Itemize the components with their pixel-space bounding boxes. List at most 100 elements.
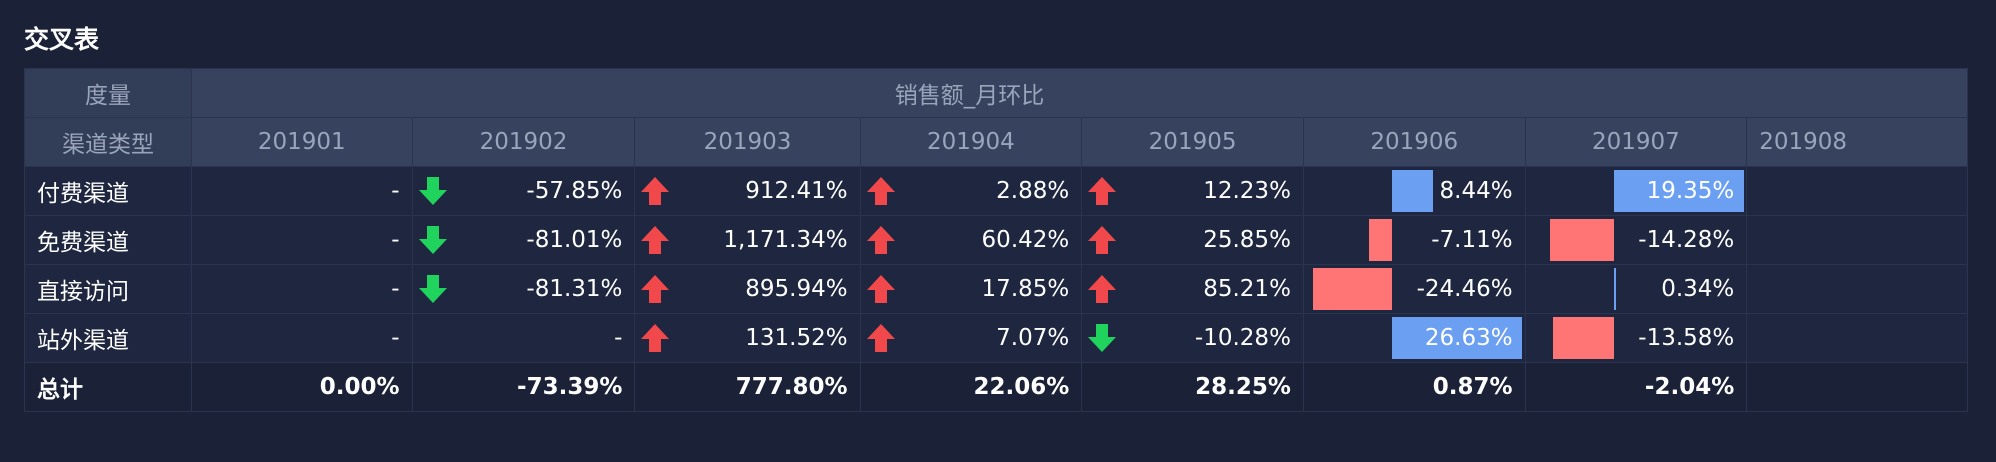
column-header-201903[interactable]: 201903 xyxy=(634,117,861,167)
total-cell[interactable]: 777.80% xyxy=(634,362,861,412)
table-cell[interactable]: 26.63% xyxy=(1302,313,1526,363)
table-cell[interactable]: 17.85% xyxy=(859,264,1083,314)
column-header-201907[interactable]: 201907 xyxy=(1524,117,1748,167)
cell-value: 19.35% xyxy=(1646,178,1735,204)
cell-value: -7.11% xyxy=(1431,227,1513,253)
column-header-201908[interactable]: 201908 xyxy=(1746,117,1968,167)
cell-value: 1,171.34% xyxy=(723,227,848,253)
total-cell[interactable] xyxy=(1746,362,1968,412)
cross-table-grid: 度量 销售额_月环比 渠道类型 201901 201902 201903 201904 201… xyxy=(24,68,1968,412)
table-cell[interactable]: 131.52% xyxy=(634,313,861,363)
row-label[interactable]: 直接访问 xyxy=(24,264,192,314)
table-cell[interactable]: - xyxy=(190,313,413,363)
arrow-up-icon xyxy=(1086,175,1118,207)
row-label[interactable]: 站外渠道 xyxy=(24,313,192,363)
negative-data-bar xyxy=(1313,268,1393,310)
table-cell[interactable]: -81.31% xyxy=(411,264,636,314)
cell-value: 912.41% xyxy=(745,178,848,204)
column-header-201902[interactable]: 201902 xyxy=(411,117,636,167)
measure-label: 度量 xyxy=(24,68,192,118)
total-cell[interactable]: 0.00% xyxy=(190,362,413,412)
total-row: 总计 0.00% -73.39% 777.80% 22.06% 28.25% 0.87% -2… xyxy=(24,362,1968,412)
cell-value: 2.88% xyxy=(996,178,1070,204)
table-cell[interactable] xyxy=(1746,215,1968,265)
arrow-up-icon xyxy=(639,273,671,305)
table-cell[interactable]: - xyxy=(190,215,413,265)
positive-data-bar xyxy=(1392,170,1434,212)
page-title: 交叉表 xyxy=(24,25,100,54)
table-cell[interactable]: -81.01% xyxy=(411,215,636,265)
table-cell[interactable]: -24.46% xyxy=(1302,264,1526,314)
cell-value: -81.01% xyxy=(526,227,623,253)
cell-value: - xyxy=(391,227,400,253)
arrow-down-icon xyxy=(417,175,449,207)
table-cell[interactable]: 12.23% xyxy=(1081,166,1304,216)
cell-value: -14.28% xyxy=(1638,227,1735,253)
cell-value: -24.46% xyxy=(1416,276,1513,302)
table-cell[interactable]: 85.21% xyxy=(1081,264,1304,314)
total-cell[interactable]: 28.25% xyxy=(1081,362,1304,412)
total-cell[interactable]: 0.87% xyxy=(1302,362,1526,412)
cell-value: -10.28% xyxy=(1194,325,1291,351)
table-row: 站外渠道 - - 131.52% 7.07% -10.28% 26.63% -13.58% xyxy=(24,313,1968,363)
total-cell[interactable]: -73.39% xyxy=(411,362,636,412)
positive-data-bar xyxy=(1613,170,1745,212)
table-cell[interactable]: -10.28% xyxy=(1081,313,1304,363)
arrow-down-icon xyxy=(417,224,449,256)
column-header-201905[interactable]: 201905 xyxy=(1081,117,1304,167)
column-header-201906[interactable]: 201906 xyxy=(1302,117,1526,167)
table-cell[interactable]: - xyxy=(190,166,413,216)
table-cell[interactable]: 0.34% xyxy=(1524,264,1748,314)
table-cell[interactable]: -13.58% xyxy=(1524,313,1748,363)
column-header-201904[interactable]: 201904 xyxy=(859,117,1083,167)
arrow-up-icon xyxy=(865,322,897,354)
cell-value: 12.23% xyxy=(1203,178,1291,204)
table-cell[interactable]: - xyxy=(411,313,636,363)
cell-value: 85.21% xyxy=(1203,276,1291,302)
table-cell[interactable]: 895.94% xyxy=(634,264,861,314)
negative-data-bar xyxy=(1369,219,1393,261)
cell-value: 895.94% xyxy=(745,276,848,302)
arrow-up-icon xyxy=(639,224,671,256)
row-label[interactable]: 付费渠道 xyxy=(24,166,192,216)
table-cell[interactable] xyxy=(1746,264,1968,314)
measure-name[interactable]: 销售额_月环比 xyxy=(190,68,1968,118)
table-cell[interactable]: 7.07% xyxy=(859,313,1083,363)
positive-data-bar xyxy=(1613,268,1617,310)
table-cell[interactable]: 8.44% xyxy=(1302,166,1526,216)
table-cell[interactable]: - xyxy=(190,264,413,314)
cell-value: -81.31% xyxy=(526,276,623,302)
table-cell[interactable]: 19.35% xyxy=(1524,166,1748,216)
table-cell[interactable]: 912.41% xyxy=(634,166,861,216)
total-cell[interactable]: 22.06% xyxy=(859,362,1083,412)
measure-name-text: 销售额_月环比 xyxy=(894,83,1045,109)
table-row: 直接访问 - -81.31% 895.94% 17.85% 85.21% -24.46% 0.… xyxy=(24,264,1968,314)
cross-table: 度量 销售额_月环比 渠道类型 201901 201902 201903 201904 201… xyxy=(24,68,1968,418)
total-label: 总计 xyxy=(24,362,192,412)
table-cell[interactable]: 60.42% xyxy=(859,215,1083,265)
column-header-201901[interactable]: 201901 xyxy=(190,117,413,167)
table-cell[interactable]: -14.28% xyxy=(1524,215,1748,265)
cell-value: 7.07% xyxy=(996,325,1070,351)
table-row: 免费渠道 - -81.01% 1,171.34% 60.42% 25.85% -7.11% -… xyxy=(24,215,1968,265)
table-cell[interactable]: 1,171.34% xyxy=(634,215,861,265)
table-cell[interactable]: 25.85% xyxy=(1081,215,1304,265)
table-cell[interactable]: -57.85% xyxy=(411,166,636,216)
cell-value: 131.52% xyxy=(745,325,848,351)
arrow-up-icon xyxy=(1086,273,1118,305)
header-row-measure: 度量 销售额_月环比 xyxy=(24,68,1968,118)
table-cell[interactable]: -7.11% xyxy=(1302,215,1526,265)
positive-data-bar xyxy=(1392,317,1523,359)
cell-value: 26.63% xyxy=(1424,325,1513,351)
negative-data-bar xyxy=(1550,219,1614,261)
table-cell[interactable]: 2.88% xyxy=(859,166,1083,216)
cell-value: 25.85% xyxy=(1203,227,1291,253)
table-cell[interactable] xyxy=(1746,313,1968,363)
dimension-label: 渠道类型 xyxy=(24,117,192,167)
row-label[interactable]: 免费渠道 xyxy=(24,215,192,265)
cell-value: 0.34% xyxy=(1661,276,1735,302)
total-cell[interactable]: -2.04% xyxy=(1524,362,1748,412)
arrow-up-icon xyxy=(1086,224,1118,256)
table-cell[interactable] xyxy=(1746,166,1968,216)
header-row-months: 渠道类型 201901 201902 201903 201904 201905 201906… xyxy=(24,117,1968,167)
